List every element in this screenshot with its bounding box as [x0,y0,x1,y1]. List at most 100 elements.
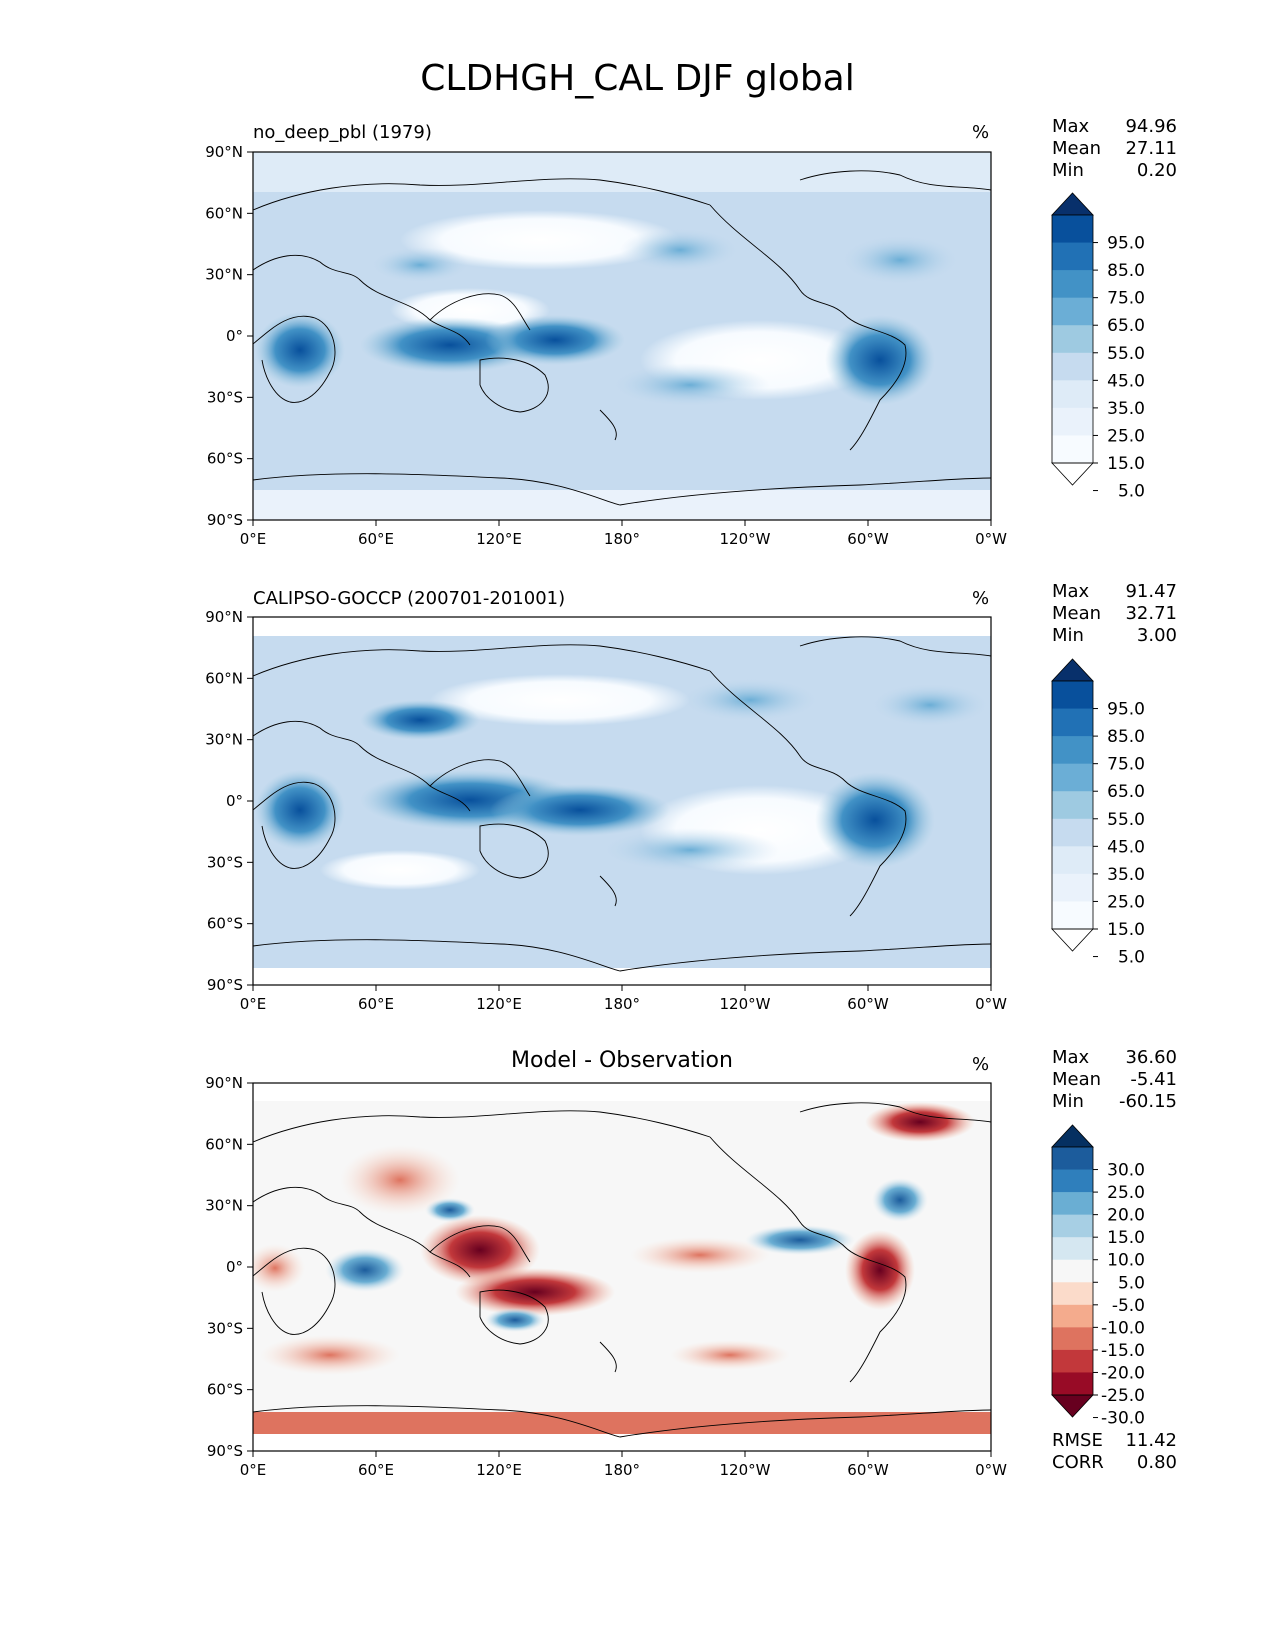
colorbar-extend-top [1051,658,1094,682]
colorbar-segment [1052,708,1093,737]
colorbar-segment [1052,1372,1093,1396]
x-tick-label: 120°W [720,1461,771,1479]
y-tick-label: 30°N [205,1197,243,1215]
y-tick-label: 90°N [205,143,243,161]
colorbar-segment [1052,242,1093,271]
colorbar-segment [1052,1304,1093,1328]
y-tick-label: 60°N [205,669,243,687]
colorbar-label: 20.0 [1107,1206,1145,1226]
y-tick-label: 60°S [207,1381,243,1399]
colorbar-extend-bottom [1051,462,1094,486]
x-tick-label: 60°E [358,1461,394,1479]
units-label: % [972,1054,990,1075]
colorbar-label: 25.0 [1107,892,1145,912]
colorbar-segment [1052,873,1093,902]
colorbar-segment [1052,1169,1093,1193]
colorbar-segment [1052,1259,1093,1283]
corr-value: 0.80 [1136,1452,1177,1473]
panel-title: CALIPSO-GOCCP (200701-201001) [253,588,566,609]
x-tick-label: 60°W [847,1461,889,1479]
colorbar-frame [1051,1146,1094,1396]
colorbar-frame [1051,214,1094,464]
stat-label: Max [1052,1047,1090,1068]
colorbar-segment [1052,215,1093,244]
colorbar-label: 95.0 [1107,234,1145,254]
stat-label: Mean [1052,138,1102,159]
stat-label: Max [1052,581,1090,602]
colorbar-segment [1052,435,1093,464]
colorbar-segment [1052,791,1093,820]
x-tick-label: 60°W [847,995,889,1013]
stat-value: 32.71 [1125,603,1177,624]
x-tick-label: 180° [604,530,640,548]
colorbar-label: 55.0 [1107,344,1145,364]
stat-label: Max [1052,116,1090,137]
stat-label: Min [1052,1091,1084,1112]
stat-value: 27.11 [1125,138,1177,159]
colorbar-segment [1052,846,1093,875]
corr-label: CORR [1052,1452,1104,1473]
colorbar-label: 75.0 [1107,755,1145,775]
x-tick-label: 60°E [358,995,394,1013]
colorbar-label: 15.0 [1107,454,1145,474]
rmse-label: RMSE [1052,1430,1103,1451]
y-tick-label: 60°S [207,915,243,933]
y-tick-label: 90°S [207,511,243,529]
colorbar-label: 5.0 [1118,1273,1145,1293]
y-tick-label: 90°N [205,1074,243,1092]
y-tick-label: 90°N [205,608,243,626]
coastline-overlay [252,170,992,506]
panel-title: Model - Observation [511,1048,733,1073]
x-tick-label: 60°W [847,530,889,548]
x-tick-label: 0°E [240,995,267,1013]
y-tick-label: 90°S [207,1442,243,1460]
colorbar-extend-top [1051,192,1094,216]
stat-value: 0.20 [1136,160,1177,181]
stat-label: Mean [1052,1069,1102,1090]
colorbar-segment [1052,1282,1093,1306]
x-tick-label: 120°E [476,1461,522,1479]
rmse-value: 11.42 [1125,1430,1177,1451]
x-tick-label: 0°W [975,1461,1007,1479]
y-tick-label: 0° [226,327,243,345]
colorbar-label: -5.0 [1112,1296,1145,1316]
stat-label: Min [1052,625,1084,646]
colorbar-frame [1051,680,1094,930]
y-tick-label: 30°S [207,388,243,406]
units-label: % [972,588,990,609]
y-tick-label: 30°N [205,266,243,284]
colorbar-label: 85.0 [1107,727,1145,747]
x-tick-label: 120°E [476,530,522,548]
colorbar-segment [1052,352,1093,381]
x-tick-label: 180° [604,995,640,1013]
stat-value: -5.41 [1130,1069,1177,1090]
map-field-model [253,152,991,520]
colorbar-extend-bottom [1051,1394,1094,1418]
colorbar-label: -25.0 [1101,1386,1145,1406]
colorbar-segment [1052,270,1093,299]
colorbar-segment [1052,818,1093,847]
colorbar-label: 45.0 [1107,837,1145,857]
map-field-diff [253,1083,991,1451]
colorbar-label: 85.0 [1107,261,1145,281]
colorbar-label: 30.0 [1107,1161,1145,1181]
colorbar-label: 65.0 [1107,782,1145,802]
colorbar-label: 55.0 [1107,810,1145,830]
colorbar-segment [1052,763,1093,792]
axis-ticks: 0°E 60°E 120°E 180° 120°W 60°W 0°W 90°N 60°N 30°N… [205,143,1007,1479]
stat-value: 3.00 [1136,625,1177,646]
stat-value: 94.96 [1125,116,1177,137]
colorbar-label: 35.0 [1107,865,1145,885]
colorbar-label: 95.0 [1107,700,1145,720]
x-tick-label: 180° [604,1461,640,1479]
colorbar-label: 35.0 [1107,399,1145,419]
stat-value: -60.15 [1118,1091,1177,1112]
colorbar-label: 25.0 [1107,1183,1145,1203]
figure-title: CLDHGH_CAL DJF global [420,58,855,99]
colorbar-segment [1052,297,1093,326]
colorbar-segment [1052,407,1093,436]
y-tick-label: 30°S [207,853,243,871]
x-tick-label: 0°E [240,1461,267,1479]
stat-value: 36.60 [1125,1047,1177,1068]
colorbar-label: 75.0 [1107,289,1145,309]
